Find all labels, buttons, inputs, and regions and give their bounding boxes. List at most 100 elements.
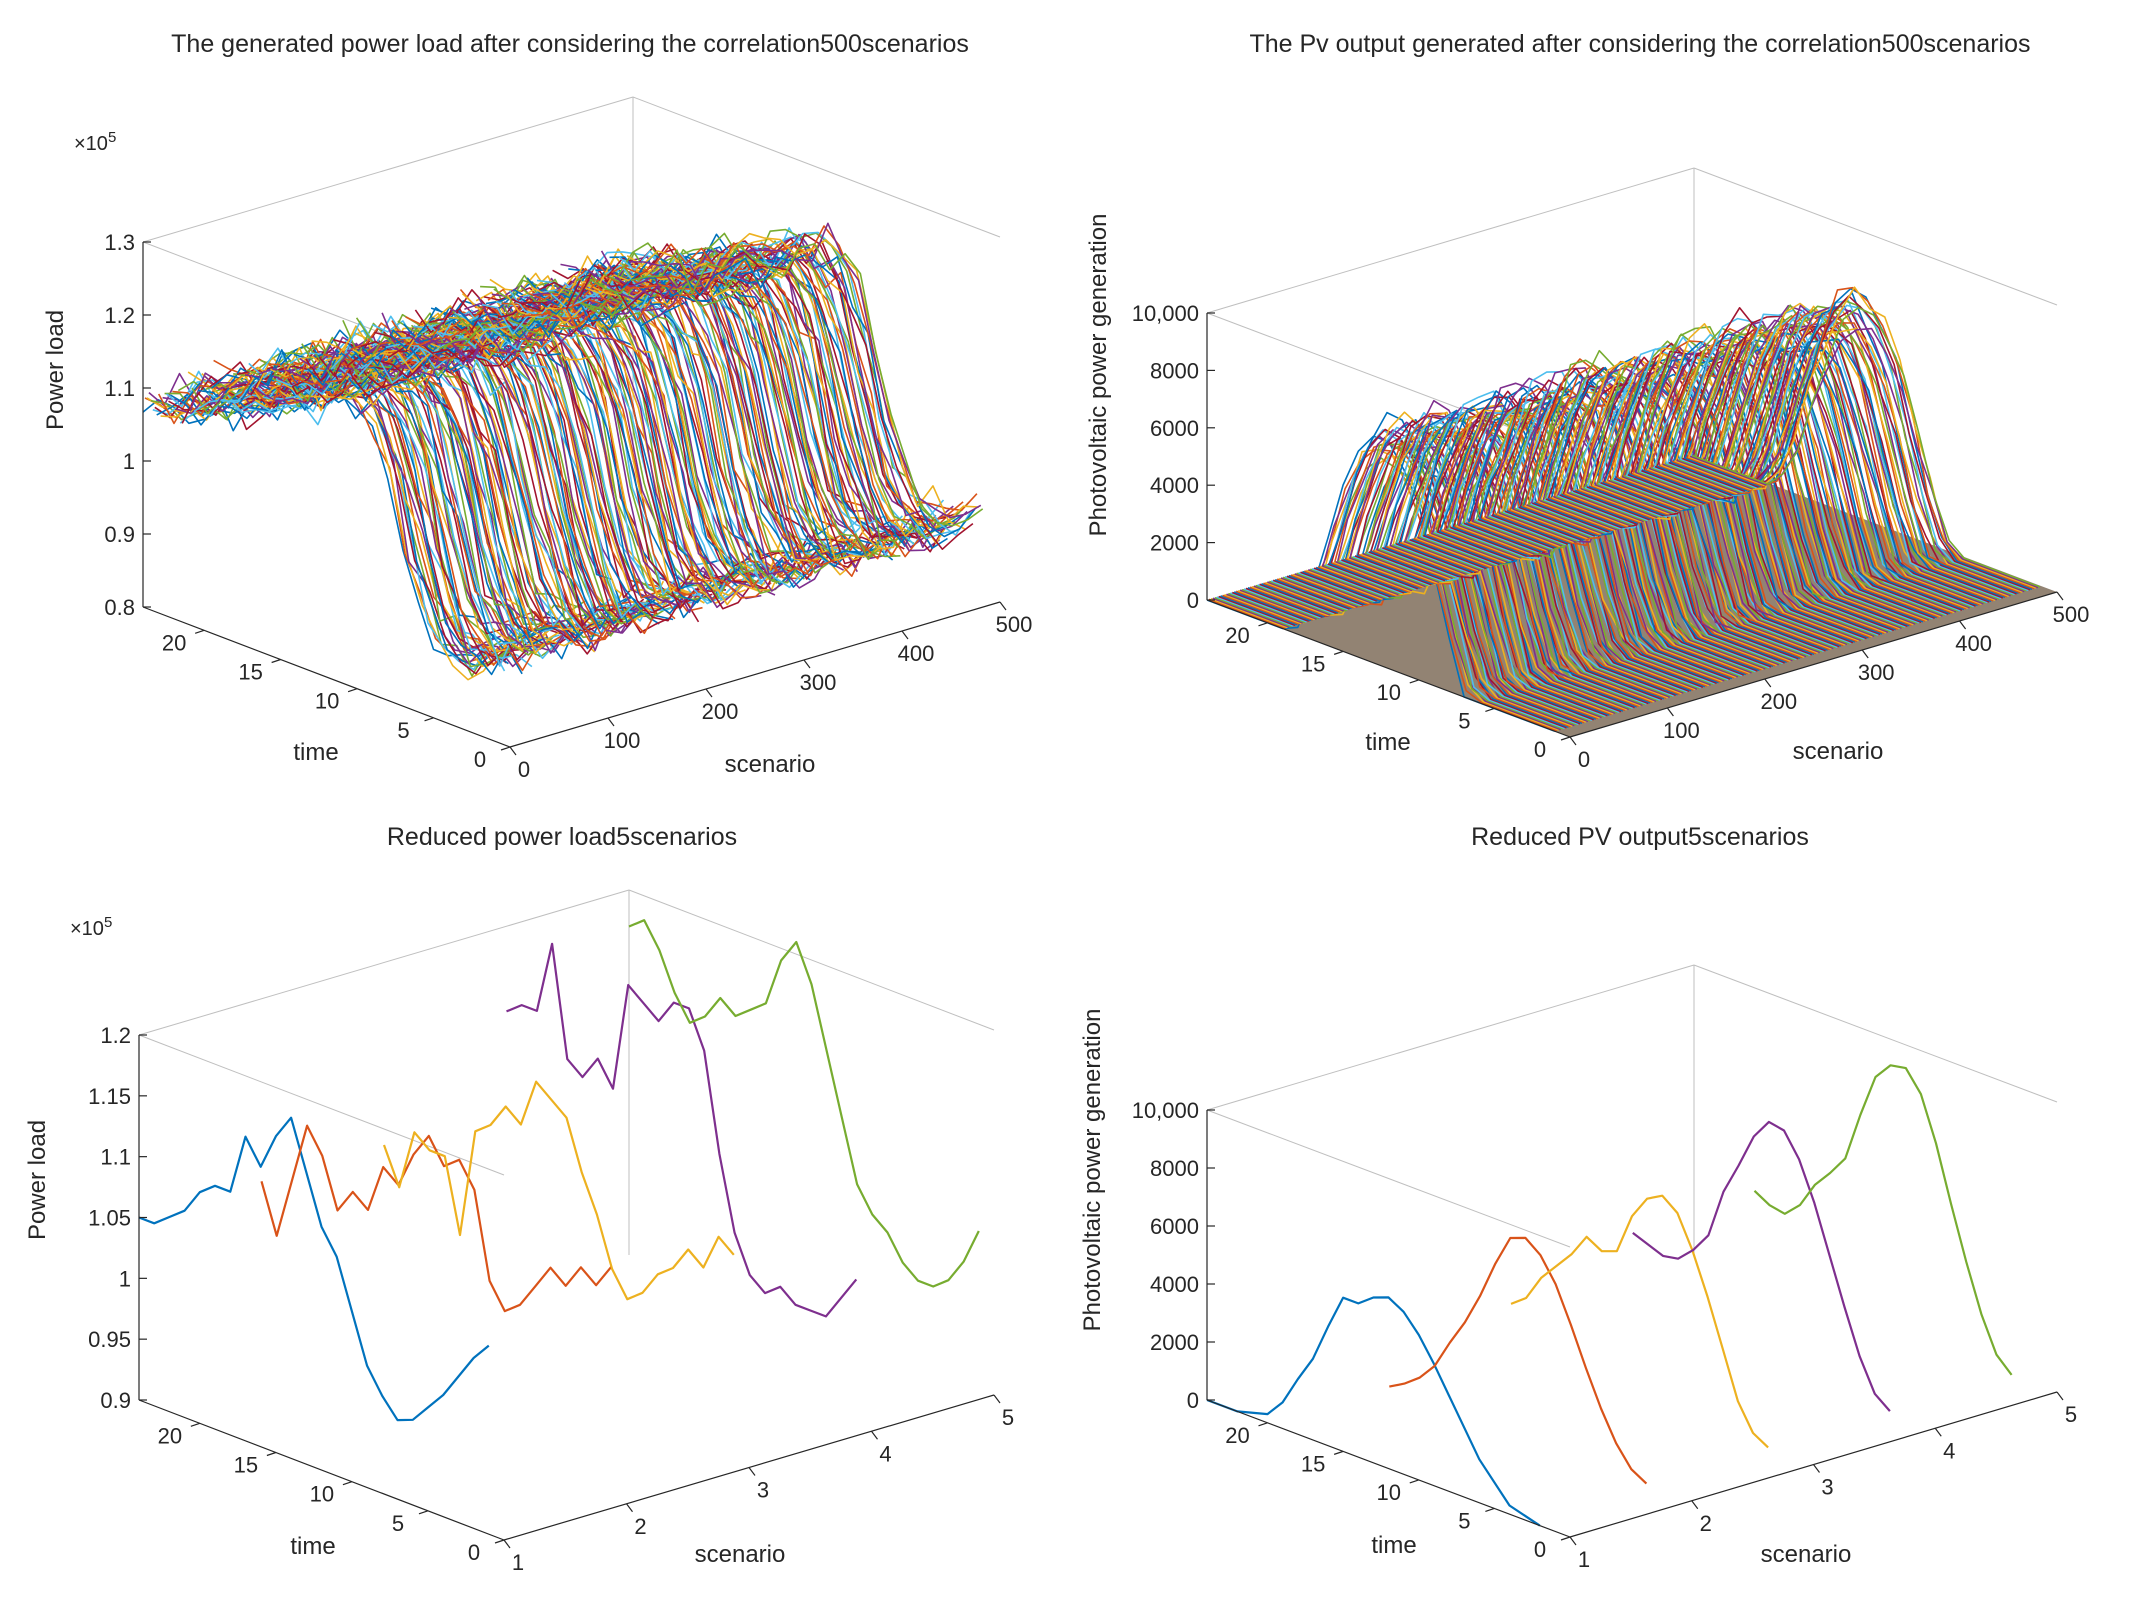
box-edge-left-top (138, 1034, 505, 1176)
series-line (1602, 345, 1951, 615)
series-lines (1206, 286, 2041, 733)
series-line (630, 243, 984, 527)
y-tick-mark (190, 1422, 201, 1427)
z-tick-label: 6000 (1150, 416, 1199, 441)
series-lines (138, 919, 980, 1422)
series-line (1300, 410, 1649, 705)
series-line (1532, 352, 1881, 636)
x-tick-label: 0 (1578, 747, 1590, 772)
z-tick-label: 0 (1187, 588, 1199, 613)
y-tick-mark (342, 1481, 353, 1486)
series-line (538, 272, 892, 565)
y-tick-label: 20 (158, 1423, 182, 1448)
series-line (1678, 299, 2027, 592)
box-edge-right-top (1693, 964, 2058, 1103)
series-line (330, 344, 684, 619)
series-line (1317, 415, 1667, 699)
y-tick-label: 0 (468, 1540, 480, 1565)
axes-front (1206, 1109, 2064, 1546)
x-tick-mark (1959, 620, 1967, 630)
series-line (1311, 390, 1661, 701)
y-tick-mark (1485, 1507, 1495, 1513)
series-line (1522, 340, 1871, 639)
series-line (1658, 311, 2008, 598)
series-line (1682, 295, 2031, 591)
x-tick-label: 300 (1858, 660, 1895, 685)
series-line (1504, 342, 1854, 644)
y-tick-label: 0 (474, 747, 486, 772)
series-line (1652, 310, 2002, 600)
series-line (1267, 399, 1616, 715)
z-tick-label: 1.15 (88, 1084, 131, 1109)
series-line (1569, 332, 1918, 625)
series-line (1592, 333, 1941, 618)
z-axis-multiplier: ×105 (70, 914, 112, 941)
series-line (593, 253, 947, 553)
x-axis-label: scenario (695, 1541, 786, 1568)
series-line (613, 248, 966, 530)
series-line (1220, 411, 1569, 728)
x-tick-label: 100 (604, 728, 641, 753)
box-edge-right-top (628, 889, 995, 1031)
series-line-5 (1753, 1064, 2013, 1376)
panel-title: Reduced power load5scenarios (387, 823, 737, 851)
y-tick-mark (194, 629, 205, 634)
box-edge-back-top (1206, 964, 1695, 1111)
x-tick-label: 5 (2065, 1402, 2077, 1427)
x-tick-mark (503, 1539, 511, 1549)
series-line (1239, 421, 1589, 723)
y-tick-label: 10 (315, 689, 339, 714)
y-tick-mark (347, 688, 358, 693)
axes-front (142, 241, 1007, 756)
series-line (629, 222, 982, 519)
series-line (1615, 332, 1965, 611)
series-line (1265, 411, 1614, 715)
z-tick-label: 0 (1187, 1388, 1199, 1413)
y-tick-label: 0 (1534, 737, 1546, 762)
series-line (1475, 369, 1824, 653)
box-edge-right-top (1693, 167, 2058, 306)
series-line (1674, 327, 2023, 593)
x-tick-mark (1569, 736, 1577, 746)
series-line (1471, 356, 1821, 654)
x-tick-mark (1764, 678, 1772, 688)
series-line (1689, 327, 2039, 589)
z-tick-label: 10,000 (1132, 301, 1199, 326)
series-line (1319, 403, 1669, 699)
series-line (409, 315, 762, 600)
series-line (1580, 320, 1930, 621)
series-line (1426, 364, 1776, 667)
z-axis-label: Power load (42, 310, 69, 430)
tick-labels: 0 100 200 300 400 500 0 5 10 15 20 0.8 0.9 1 1.1 1.2 1.3 (104, 230, 1032, 782)
series-line (1403, 367, 1752, 674)
tick-labels: 1 2 3 4 5 0 5 10 15 20 0.9 0.95 1 1.05 1.1 1.15 1.2 (88, 1023, 1014, 1575)
series-line (1530, 357, 1879, 636)
x-tick-label: 500 (996, 612, 1033, 637)
y-tick-label: 5 (1458, 1508, 1470, 1533)
series-line (1571, 317, 1920, 624)
series-line (1481, 379, 1830, 651)
z-tick-label: 0.8 (104, 595, 135, 620)
x-tick-mark (871, 1430, 878, 1440)
series-line (1625, 312, 1974, 608)
panel-load-5-scenarios: Reduced power load5scenarios 1 2 3 4 5 0 5 10 15… (24, 823, 1014, 1575)
box-edge-back-top (142, 96, 634, 243)
series-line (1668, 309, 2017, 595)
y-tick-mark (1409, 679, 1419, 684)
y-tick-label: 20 (1225, 1423, 1249, 1448)
y-tick-mark (1333, 1450, 1344, 1455)
series-line (1413, 358, 1762, 671)
series-line (1469, 356, 1819, 654)
series-line (1555, 327, 1904, 629)
x-tick-mark (901, 630, 909, 640)
series-line (1323, 411, 1673, 698)
x-tick-mark (626, 1503, 633, 1513)
series-line (1341, 390, 1690, 693)
y-tick-label: 10 (310, 1482, 334, 1507)
box-edge-back-top (1206, 167, 1695, 314)
series-line (1680, 304, 2029, 592)
series-line (1465, 389, 1815, 655)
y-tick-label: 15 (234, 1453, 258, 1478)
series-line (1456, 360, 1805, 658)
